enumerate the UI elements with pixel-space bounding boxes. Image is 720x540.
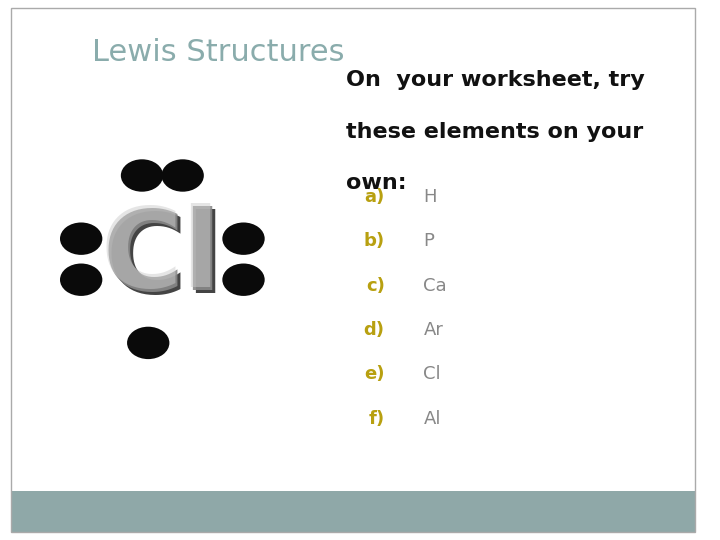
Text: Ar: Ar (423, 321, 444, 339)
Text: Lewis Structures: Lewis Structures (91, 38, 344, 67)
FancyBboxPatch shape (11, 491, 696, 532)
Circle shape (222, 264, 265, 296)
Text: P: P (423, 232, 434, 251)
Circle shape (222, 222, 265, 255)
Circle shape (60, 264, 102, 296)
Text: Ca: Ca (423, 276, 447, 295)
Circle shape (161, 159, 204, 192)
Text: Cl: Cl (102, 206, 222, 313)
Text: d): d) (364, 321, 384, 339)
Text: own:: own: (346, 173, 407, 193)
Text: a): a) (364, 188, 384, 206)
Text: Cl: Cl (100, 203, 220, 310)
Text: Cl: Cl (105, 209, 225, 316)
Circle shape (127, 327, 169, 359)
Text: b): b) (364, 232, 384, 251)
Circle shape (60, 222, 102, 255)
Text: Al: Al (423, 409, 441, 428)
Text: e): e) (364, 365, 384, 383)
Text: f): f) (369, 409, 384, 428)
Text: H: H (423, 188, 437, 206)
Text: Cl: Cl (423, 365, 441, 383)
Text: On  your worksheet, try: On your worksheet, try (346, 70, 644, 90)
Circle shape (121, 159, 163, 192)
Text: these elements on your: these elements on your (346, 122, 643, 141)
Text: c): c) (366, 276, 384, 295)
